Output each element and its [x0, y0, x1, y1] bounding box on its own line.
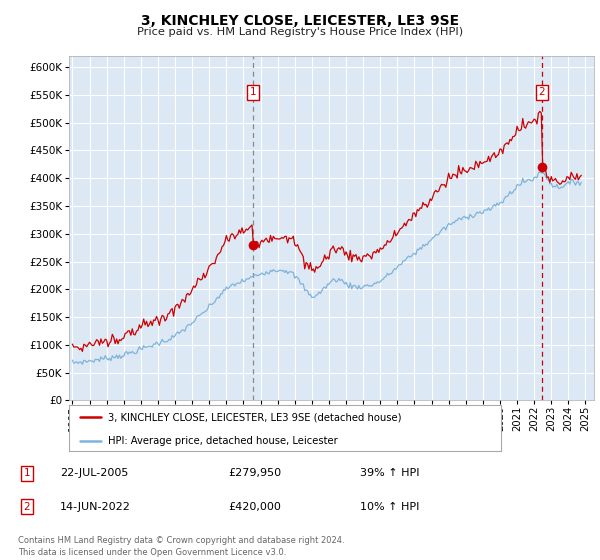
Text: Price paid vs. HM Land Registry's House Price Index (HPI): Price paid vs. HM Land Registry's House …	[137, 27, 463, 37]
Text: HPI: Average price, detached house, Leicester: HPI: Average price, detached house, Leic…	[108, 436, 338, 446]
Text: £279,950: £279,950	[228, 468, 281, 478]
Text: 2: 2	[23, 502, 31, 512]
Text: 14-JUN-2022: 14-JUN-2022	[60, 502, 131, 512]
Text: 1: 1	[250, 87, 256, 97]
Text: 3, KINCHLEY CLOSE, LEICESTER, LE3 9SE: 3, KINCHLEY CLOSE, LEICESTER, LE3 9SE	[141, 14, 459, 28]
Text: This data is licensed under the Open Government Licence v3.0.: This data is licensed under the Open Gov…	[18, 548, 286, 557]
Text: 22-JUL-2005: 22-JUL-2005	[60, 468, 128, 478]
Text: 39% ↑ HPI: 39% ↑ HPI	[360, 468, 419, 478]
Text: 3, KINCHLEY CLOSE, LEICESTER, LE3 9SE (detached house): 3, KINCHLEY CLOSE, LEICESTER, LE3 9SE (d…	[108, 412, 401, 422]
Text: 1: 1	[23, 468, 31, 478]
Text: 2: 2	[539, 87, 545, 97]
Text: 10% ↑ HPI: 10% ↑ HPI	[360, 502, 419, 512]
Text: Contains HM Land Registry data © Crown copyright and database right 2024.: Contains HM Land Registry data © Crown c…	[18, 536, 344, 545]
Text: £420,000: £420,000	[228, 502, 281, 512]
